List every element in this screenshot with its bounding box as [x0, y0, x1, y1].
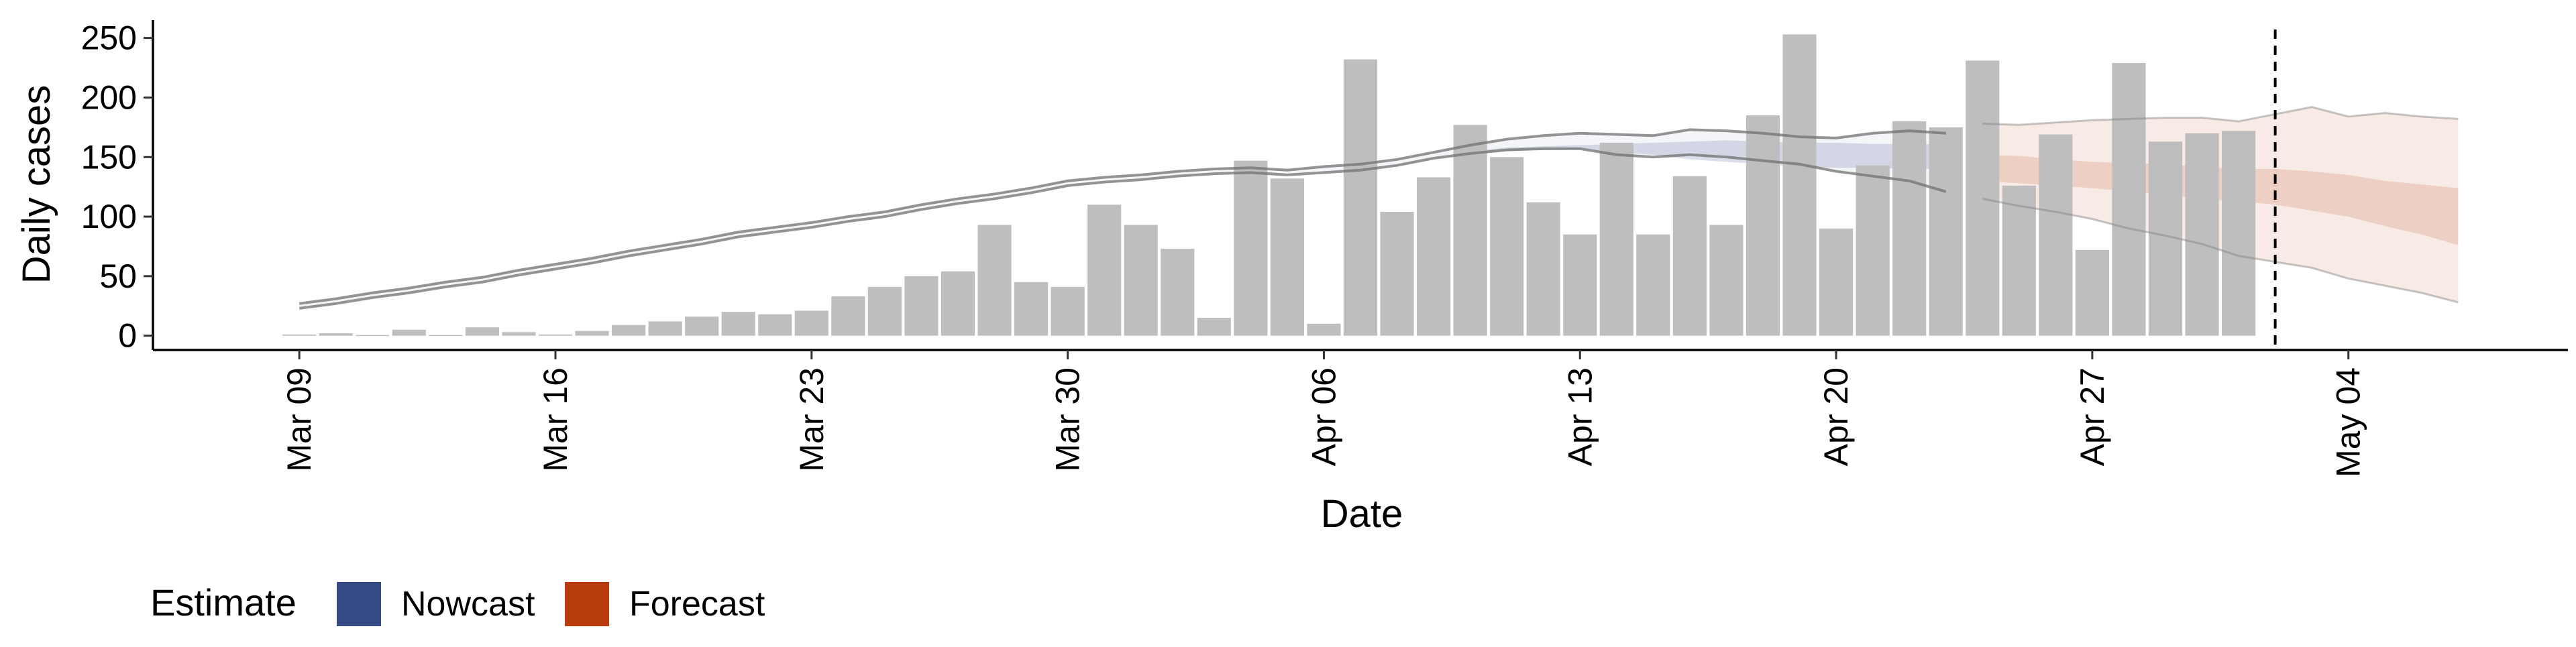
- bar: [538, 334, 573, 336]
- x-tick-label: Apr 06: [1305, 367, 1342, 466]
- bar: [1636, 234, 1670, 336]
- bar: [867, 286, 902, 336]
- legend: Estimate Nowcast Forecast: [150, 581, 765, 626]
- bar: [612, 325, 646, 336]
- nowcast-outer-band: [299, 129, 1946, 308]
- x-axis-title: Date: [1321, 492, 1403, 536]
- forecast-inner-band: [1982, 154, 2459, 245]
- bar: [721, 312, 755, 336]
- bar: [319, 333, 353, 336]
- bar: [1380, 211, 1414, 336]
- bar: [1490, 157, 1524, 336]
- bar: [1197, 318, 1231, 336]
- bar: [1672, 176, 1707, 336]
- legend-swatch-forecast: [565, 582, 609, 626]
- bar: [465, 327, 499, 336]
- y-tick-label: 0: [118, 317, 137, 355]
- bar: [2222, 131, 2256, 336]
- bar: [502, 332, 536, 336]
- bar: [2185, 133, 2219, 336]
- bar: [2112, 62, 2146, 336]
- bar: [1599, 142, 1633, 336]
- x-tick-label: Mar 16: [537, 367, 574, 472]
- bar: [1307, 323, 1341, 336]
- bar: [1270, 178, 1304, 336]
- bar: [1709, 225, 1743, 336]
- y-axis-title: Daily cases: [15, 85, 58, 284]
- bar: [575, 331, 609, 336]
- bar: [2075, 249, 2109, 336]
- axes-layer: 0 50 100 150 200 250 Mar 09 Mar 16 Mar 23 Mar 30 A…: [81, 19, 2568, 477]
- bar: [1563, 234, 1597, 336]
- bar: [648, 321, 682, 336]
- bar: [941, 271, 975, 336]
- legend-label-forecast: Forecast: [629, 585, 765, 624]
- bar: [282, 334, 317, 336]
- y-tick-label: 250: [81, 19, 137, 57]
- bar: [2002, 185, 2036, 336]
- x-tick-label: Apr 27: [2074, 367, 2111, 466]
- y-tick-label: 150: [81, 138, 137, 176]
- x-tick-label: Mar 30: [1049, 367, 1087, 472]
- bar: [1234, 160, 1268, 336]
- bands-layer: [299, 107, 2459, 308]
- bar: [2039, 134, 2073, 336]
- bar: [1343, 59, 1378, 336]
- bar: [794, 310, 828, 336]
- lines-layer: [299, 30, 2459, 350]
- bar: [831, 296, 865, 336]
- y-tick-label: 100: [81, 198, 137, 235]
- forecast-upper-line: [1982, 106, 2459, 126]
- bar: [758, 314, 792, 336]
- forecast-lower-line: [1982, 197, 2459, 304]
- bar: [1966, 60, 2000, 336]
- bar: [2148, 141, 2183, 336]
- x-tick-label: Apr 13: [1561, 367, 1599, 466]
- x-tick-label: Mar 09: [280, 367, 318, 472]
- bar: [356, 335, 390, 337]
- bar: [1417, 177, 1451, 336]
- legend-swatch-nowcast: [337, 582, 381, 626]
- bar: [1087, 204, 1122, 336]
- bar: [1746, 115, 1780, 336]
- bar: [1819, 228, 1854, 336]
- bars-layer: [282, 34, 2256, 337]
- bar: [1051, 286, 1085, 336]
- bar: [392, 329, 426, 336]
- x-tick-label: Apr 20: [1817, 367, 1855, 466]
- bar: [1929, 127, 1963, 336]
- bar: [1124, 225, 1158, 336]
- bar: [1014, 282, 1049, 336]
- bar: [904, 276, 938, 336]
- bar: [977, 225, 1012, 336]
- y-tick-label: 50: [99, 257, 137, 295]
- y-tick-label: 200: [81, 78, 137, 116]
- bar: [1892, 121, 1927, 336]
- legend-title: Estimate: [150, 581, 297, 624]
- bar: [1453, 125, 1487, 336]
- bar: [1856, 165, 1890, 336]
- bar: [1161, 249, 1195, 336]
- forecast-outer-band: [1982, 107, 2459, 302]
- bar: [1782, 34, 1817, 336]
- x-tick-label: May 04: [2330, 367, 2367, 477]
- x-tick-label: Mar 23: [793, 367, 830, 472]
- bar: [1526, 202, 1560, 336]
- bar: [685, 316, 719, 336]
- legend-label-nowcast: Nowcast: [401, 585, 535, 624]
- nowcast-upper-line: [299, 128, 1946, 305]
- nowcast-lower-line: [299, 147, 1947, 310]
- bar: [429, 335, 463, 337]
